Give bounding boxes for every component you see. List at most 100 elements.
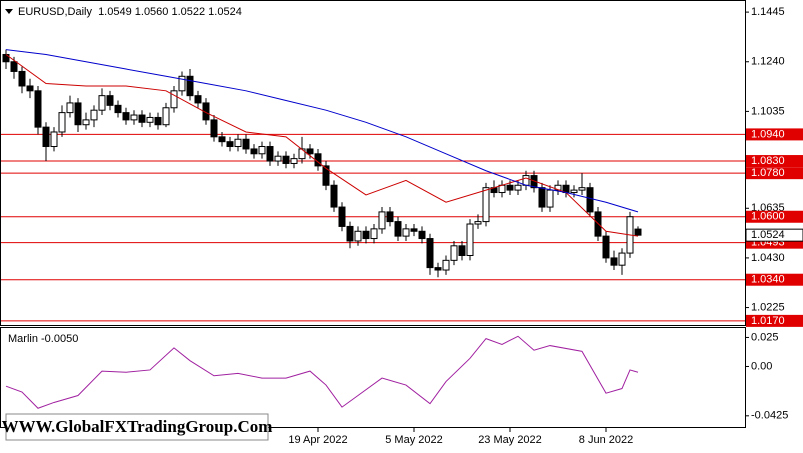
candle-body — [194, 95, 202, 104]
candle-body — [50, 131, 58, 148]
candle-body — [602, 235, 610, 259]
candle-body — [418, 230, 426, 240]
candle-body — [330, 184, 338, 208]
candle-body — [482, 187, 490, 223]
candle-body — [634, 228, 642, 236]
y-tick-label: 1.1035 — [751, 105, 785, 117]
candle-body — [162, 107, 170, 126]
candle-body — [138, 114, 146, 123]
candle-body — [258, 146, 266, 155]
candle-body — [386, 211, 394, 223]
candle-body — [218, 136, 226, 143]
level-label: 1.0340 — [751, 274, 785, 286]
candle-body — [266, 146, 274, 162]
price-panel-border — [0, 0, 746, 326]
candle-body — [394, 221, 402, 237]
y-tick-label: 1.1240 — [751, 56, 785, 68]
candle-body — [450, 245, 458, 261]
candle-body — [538, 187, 546, 208]
y-tick-label: 0.025 — [751, 331, 779, 343]
candle-body — [522, 175, 530, 186]
candle-body — [618, 252, 626, 266]
candle-body — [42, 126, 50, 148]
candle-body — [82, 119, 90, 126]
level-label: 1.0940 — [751, 128, 785, 140]
candle-body — [242, 138, 250, 150]
candle-body — [226, 141, 234, 148]
level-label-box — [746, 128, 803, 141]
moving-average — [5, 54, 639, 237]
candle-body — [122, 112, 130, 121]
y-tick-label: 1.1445 — [751, 6, 785, 18]
candle-body — [354, 230, 362, 242]
y-tick-label: 1.0430 — [751, 252, 785, 264]
candle-body — [546, 189, 554, 208]
candle-body — [378, 211, 386, 230]
candle-body — [346, 225, 354, 242]
candle-body — [290, 158, 298, 164]
last-price-label: 1.0524 — [751, 229, 785, 241]
level-label: 1.0170 — [751, 315, 785, 327]
level-label: 1.0780 — [751, 167, 785, 179]
y-tick-label: 1.0225 — [751, 301, 785, 313]
candle-body — [58, 112, 66, 133]
indicator-panel-border — [0, 327, 746, 428]
level-label-box — [746, 210, 803, 223]
candle-body — [578, 187, 586, 191]
candle-body — [26, 85, 34, 92]
candle-body — [234, 138, 242, 148]
candle-body — [610, 257, 618, 266]
menu-arrow[interactable] — [5, 9, 13, 14]
candle-body — [338, 206, 346, 227]
x-tick-label: 5 May 2022 — [385, 434, 442, 446]
candle-body — [210, 119, 218, 138]
candle-body — [306, 148, 314, 155]
candle-body — [402, 228, 410, 237]
indicator-title: Marlin -0.0050 — [8, 333, 78, 345]
candle-body — [282, 155, 290, 164]
candle-body — [370, 228, 378, 240]
candle-body — [442, 259, 450, 271]
candle-body — [146, 116, 154, 123]
moving-average — [5, 49, 639, 213]
candle-body — [458, 245, 466, 256]
candle-body — [66, 102, 74, 114]
x-tick-label: 23 May 2022 — [478, 434, 542, 446]
level-label: 1.0600 — [751, 211, 785, 223]
chart-title: EURUSD,Daily 1.0549 1.0560 1.0522 1.0524 — [18, 6, 242, 18]
candle-body — [114, 104, 122, 114]
candle-body — [106, 95, 114, 106]
watermark-box — [5, 413, 269, 441]
level-label-box — [746, 314, 803, 327]
candle-body — [34, 90, 42, 128]
candle-body — [186, 75, 194, 97]
candle-body — [570, 189, 578, 194]
candle-body — [514, 184, 522, 191]
candle-body — [466, 223, 474, 256]
x-tick-label: 8 Jun 2022 — [579, 434, 633, 446]
candle-body — [474, 221, 482, 225]
candle-body — [90, 109, 98, 121]
candle-body — [322, 165, 330, 186]
candle-body — [426, 238, 434, 269]
y-tick-label: -0.0425 — [751, 410, 788, 422]
y-tick-label: 0.00 — [751, 360, 772, 372]
candle-body — [130, 114, 138, 121]
level-label-box — [746, 155, 803, 168]
candle-body — [586, 187, 594, 213]
candle-body — [10, 61, 18, 72]
level-label-box — [746, 273, 803, 286]
candle-body — [506, 184, 514, 191]
candle-body — [434, 267, 442, 271]
watermark: WWW.GlobalFXTradingGroup.Com — [2, 417, 273, 436]
candle-body — [250, 148, 258, 155]
candle-body — [410, 228, 418, 232]
candle-body — [98, 95, 106, 111]
candle-body — [18, 70, 26, 87]
last-price-box — [745, 228, 803, 242]
level-label: 1.0830 — [751, 155, 785, 167]
candle-body — [74, 102, 82, 126]
candle-body — [362, 230, 370, 240]
